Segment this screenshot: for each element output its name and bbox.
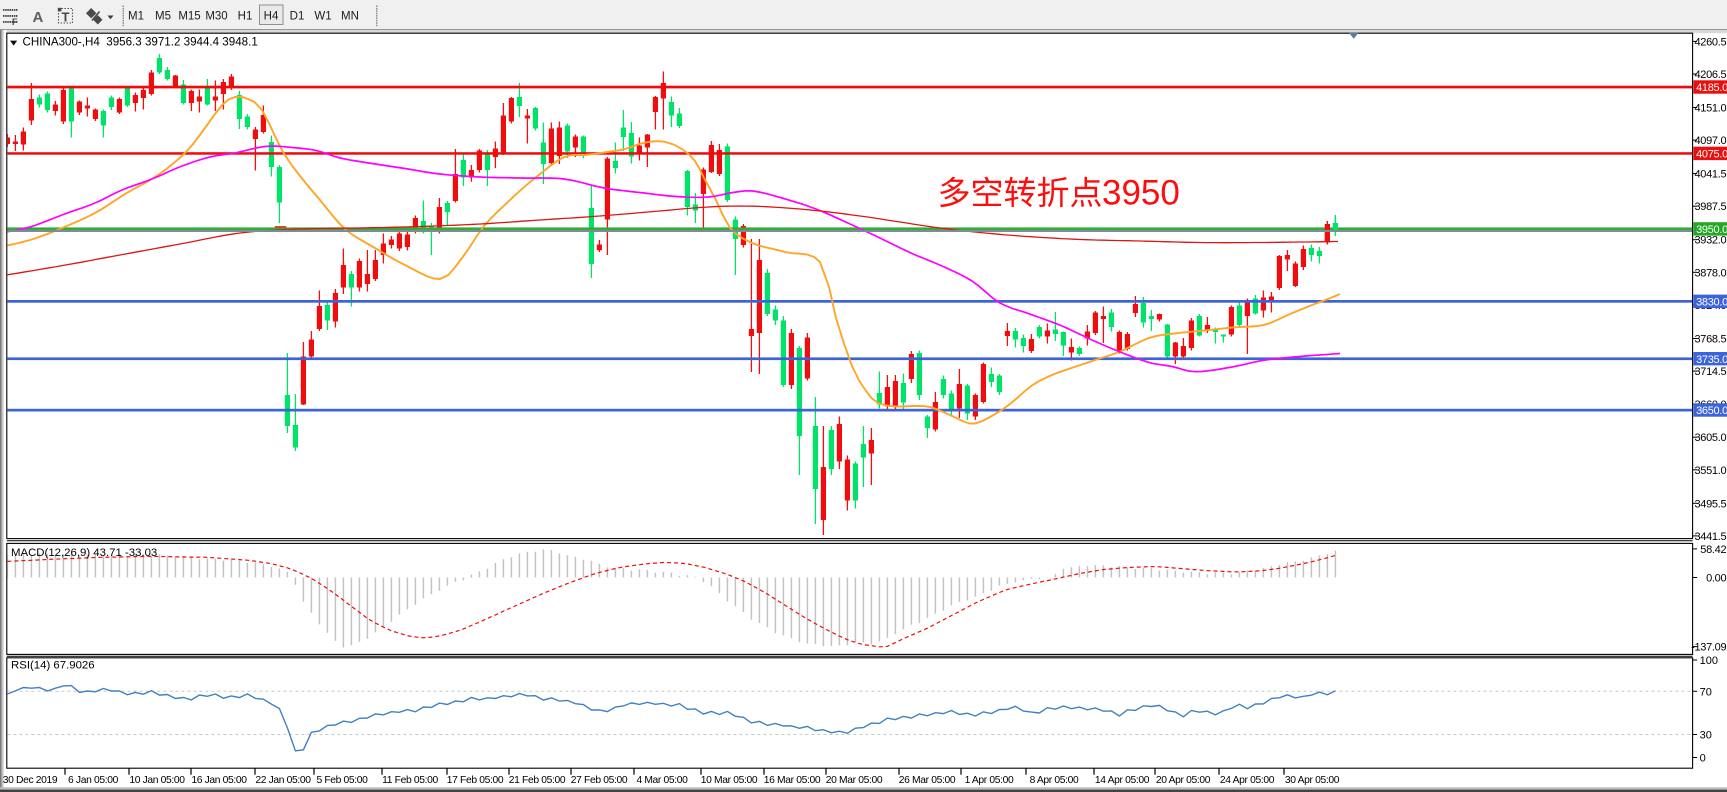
svg-text:H4: H4 xyxy=(264,11,279,23)
svg-text:0.00: 0.00 xyxy=(1706,573,1726,585)
svg-text:0: 0 xyxy=(1700,753,1706,765)
svg-text:3495.5: 3495.5 xyxy=(1694,498,1726,510)
svg-text:3441.5: 3441.5 xyxy=(1694,531,1726,543)
svg-text:10 Mar 05:00: 10 Mar 05:00 xyxy=(701,775,758,786)
svg-text:4097.0: 4097.0 xyxy=(1694,135,1726,147)
svg-text:M1: M1 xyxy=(128,11,144,23)
svg-text:100: 100 xyxy=(1700,655,1718,667)
svg-text:CHINA300-,H4 3956.3 3971.2 39: CHINA300-,H4 3956.3 3971.2 3944.4 3948.1 xyxy=(23,36,258,49)
svg-text:16 Jan 05:00: 16 Jan 05:00 xyxy=(191,775,247,786)
svg-text:17 Feb 05:00: 17 Feb 05:00 xyxy=(447,775,504,786)
svg-text:20 Mar 05:00: 20 Mar 05:00 xyxy=(826,775,883,786)
svg-text:1 Apr 05:00: 1 Apr 05:00 xyxy=(965,775,1014,786)
svg-text:30 Apr 05:00: 30 Apr 05:00 xyxy=(1285,775,1340,786)
svg-text:4151.0: 4151.0 xyxy=(1694,103,1726,115)
svg-text:D1: D1 xyxy=(290,11,305,23)
svg-text:M5: M5 xyxy=(155,11,171,23)
svg-text:4041.5: 4041.5 xyxy=(1694,169,1726,181)
svg-text:MN: MN xyxy=(341,11,359,23)
svg-text:A: A xyxy=(33,9,44,26)
svg-text:4185.0: 4185.0 xyxy=(1696,82,1727,94)
svg-text:M15: M15 xyxy=(178,11,200,23)
svg-text:3650.0: 3650.0 xyxy=(1696,405,1727,417)
svg-text:21 Feb 05:00: 21 Feb 05:00 xyxy=(509,775,566,786)
svg-text:26 Mar 05:00: 26 Mar 05:00 xyxy=(899,775,956,786)
svg-text:70: 70 xyxy=(1700,686,1712,698)
svg-text:10 Jan 05:00: 10 Jan 05:00 xyxy=(129,775,185,786)
svg-text:3605.0: 3605.0 xyxy=(1694,432,1726,444)
svg-text:3551.0: 3551.0 xyxy=(1694,465,1726,477)
svg-text:20 Apr 05:00: 20 Apr 05:00 xyxy=(1156,775,1211,786)
svg-text:3950: 3950 xyxy=(1102,174,1180,213)
svg-text:4 Mar 05:00: 4 Mar 05:00 xyxy=(636,775,688,786)
svg-text:T: T xyxy=(62,10,70,25)
svg-text:3830.0: 3830.0 xyxy=(1696,297,1727,309)
svg-text:14 Apr 05:00: 14 Apr 05:00 xyxy=(1095,775,1150,786)
svg-text:3932.0: 3932.0 xyxy=(1694,235,1726,247)
svg-text:27 Feb 05:00: 27 Feb 05:00 xyxy=(571,775,628,786)
svg-text:RSI(14) 67.9026: RSI(14) 67.9026 xyxy=(11,660,95,672)
svg-text:3950.0: 3950.0 xyxy=(1696,224,1727,236)
svg-text:F: F xyxy=(12,17,18,27)
svg-text:3768.5: 3768.5 xyxy=(1694,334,1726,346)
svg-text:4260.5: 4260.5 xyxy=(1694,36,1726,48)
svg-text:W1: W1 xyxy=(314,11,331,23)
svg-text:3878.0: 3878.0 xyxy=(1694,267,1726,279)
svg-text:MACD(12,26,9) 43.71 -33.03: MACD(12,26,9) 43.71 -33.03 xyxy=(11,547,157,559)
svg-text:58.42: 58.42 xyxy=(1700,544,1726,556)
svg-text:3714.5: 3714.5 xyxy=(1694,366,1726,378)
svg-text:H1: H1 xyxy=(238,11,253,23)
svg-text:M30: M30 xyxy=(205,11,227,23)
svg-text:16 Mar 05:00: 16 Mar 05:00 xyxy=(764,775,821,786)
svg-text:30 Dec 2019: 30 Dec 2019 xyxy=(3,775,58,786)
svg-text:24 Apr 05:00: 24 Apr 05:00 xyxy=(1220,775,1275,786)
svg-text:5 Feb 05:00: 5 Feb 05:00 xyxy=(316,775,368,786)
svg-text:22 Jan 05:00: 22 Jan 05:00 xyxy=(255,775,311,786)
svg-text:4206.5: 4206.5 xyxy=(1694,69,1726,81)
svg-text:3987.5: 3987.5 xyxy=(1694,201,1726,213)
svg-text:6 Jan 05:00: 6 Jan 05:00 xyxy=(68,775,119,786)
svg-text:30: 30 xyxy=(1700,730,1712,742)
svg-text:11 Feb 05:00: 11 Feb 05:00 xyxy=(382,775,438,786)
svg-text:8 Apr 05:00: 8 Apr 05:00 xyxy=(1030,775,1079,786)
svg-text:4075.0: 4075.0 xyxy=(1696,149,1727,161)
svg-text:3735.0: 3735.0 xyxy=(1696,354,1727,366)
svg-text:-137.09: -137.09 xyxy=(1691,642,1726,654)
